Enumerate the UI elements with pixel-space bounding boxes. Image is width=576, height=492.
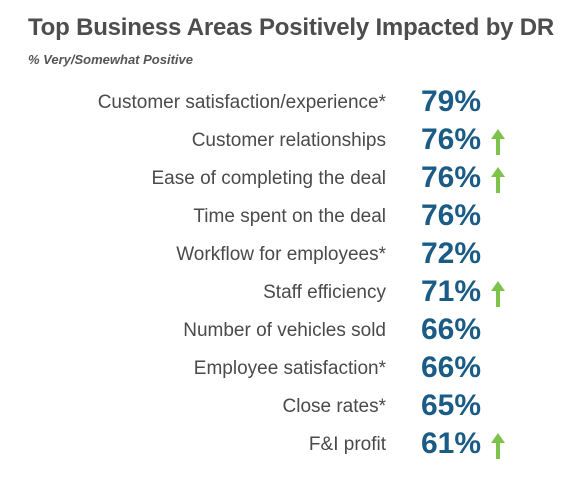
up-arrow-icon: [491, 129, 505, 155]
row-label: Time spent on the deal: [193, 206, 386, 227]
row-value: 65%: [421, 389, 482, 422]
table-row: Customer satisfaction/experience* 79%: [0, 84, 576, 122]
row-value: 76%: [421, 161, 482, 194]
table-row: Close rates* 65%: [0, 388, 576, 426]
row-value: 79%: [421, 85, 482, 118]
row-value: 66%: [421, 351, 482, 384]
chart-title: Top Business Areas Positively Impacted b…: [28, 14, 555, 41]
table-row: Employee satisfaction* 66%: [0, 350, 576, 388]
up-arrow-icon: [491, 167, 505, 193]
table-row: Customer relationships 76%: [0, 122, 576, 160]
row-value: 76%: [421, 199, 482, 232]
up-arrow-icon: [491, 281, 505, 307]
row-label: Close rates*: [282, 396, 387, 417]
row-label: Customer relationships: [191, 130, 386, 151]
up-arrow-icon: [491, 433, 505, 459]
row-label: Employee satisfaction*: [193, 358, 386, 379]
row-value: 72%: [421, 237, 482, 270]
table-row: Time spent on the deal 76%: [0, 198, 576, 236]
table-row: Number of vehicles sold 66%: [0, 312, 576, 350]
row-label: Ease of completing the deal: [151, 168, 387, 189]
row-value: 76%: [421, 123, 482, 156]
table-row: F&I profit 61%: [0, 426, 576, 464]
row-value: 71%: [421, 275, 482, 308]
row-label: F&I profit: [308, 434, 386, 455]
row-value: 66%: [421, 313, 482, 346]
table-row: Ease of completing the deal 76%: [0, 160, 576, 198]
row-label: Customer satisfaction/experience*: [97, 92, 386, 113]
table-row: Staff efficiency 71%: [0, 274, 576, 312]
row-label: Staff efficiency: [263, 282, 386, 303]
table-row: Workflow for employees* 72%: [0, 236, 576, 274]
row-value: 61%: [421, 427, 482, 460]
row-label: Workflow for employees*: [176, 244, 386, 265]
row-label: Number of vehicles sold: [183, 320, 386, 341]
chart-subtitle: % Very/Somewhat Positive: [28, 52, 193, 67]
